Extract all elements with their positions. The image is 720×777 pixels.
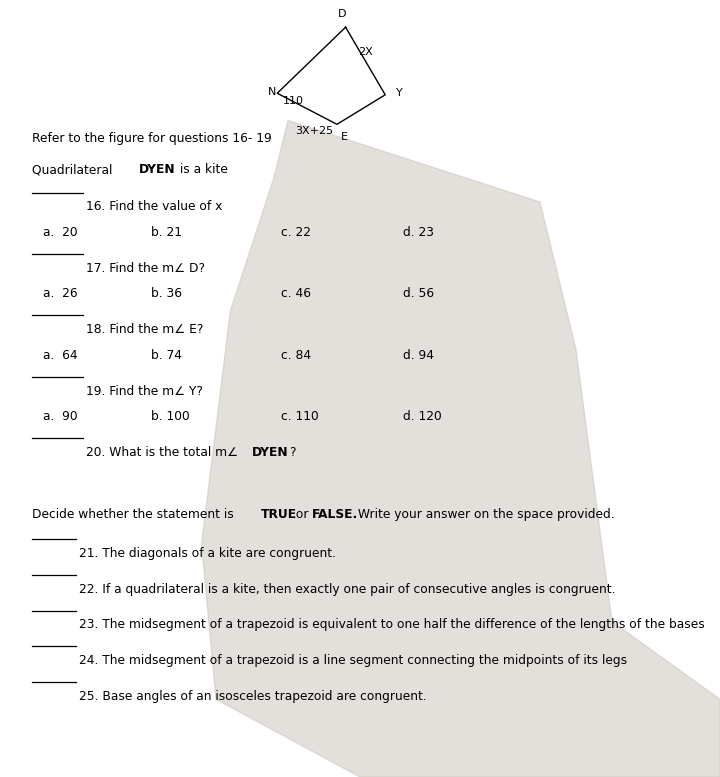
Text: a.  64: a. 64: [43, 349, 78, 362]
Text: 19. Find the m∠ Y?: 19. Find the m∠ Y?: [86, 385, 203, 398]
Text: E: E: [341, 132, 348, 142]
Text: 2X: 2X: [359, 47, 373, 57]
Text: d. 23: d. 23: [403, 226, 434, 239]
Text: a.  90: a. 90: [43, 410, 78, 423]
Text: 24. The midsegment of a trapezoid is a line segment connecting the midpoints of : 24. The midsegment of a trapezoid is a l…: [79, 654, 627, 667]
Text: TRUE: TRUE: [261, 508, 297, 521]
Text: b. 74: b. 74: [151, 349, 182, 362]
Text: c. 46: c. 46: [281, 287, 311, 301]
Text: 18. Find the m∠ E?: 18. Find the m∠ E?: [86, 323, 204, 336]
Text: d. 56: d. 56: [403, 287, 434, 301]
Text: D: D: [338, 9, 346, 19]
Text: a.  26: a. 26: [43, 287, 78, 301]
Text: N: N: [267, 87, 276, 96]
Text: 21. The diagonals of a kite are congruent.: 21. The diagonals of a kite are congruen…: [79, 547, 336, 560]
Text: 20. What is the total m∠: 20. What is the total m∠: [86, 446, 243, 459]
Text: FALSE.: FALSE.: [312, 508, 358, 521]
Text: b. 36: b. 36: [151, 287, 182, 301]
Text: ?: ?: [289, 446, 296, 459]
Text: is a kite: is a kite: [176, 163, 228, 176]
Text: 110: 110: [283, 96, 304, 106]
Text: 16. Find the value of x: 16. Find the value of x: [86, 200, 222, 214]
Text: or: or: [292, 508, 312, 521]
Text: Refer to the figure for questions 16- 19: Refer to the figure for questions 16- 19: [32, 132, 272, 145]
Polygon shape: [202, 120, 720, 777]
Text: 25. Base angles of an isosceles trapezoid are congruent.: 25. Base angles of an isosceles trapezoi…: [79, 690, 427, 703]
Text: 23. The midsegment of a trapezoid is equivalent to one half the difference of th: 23. The midsegment of a trapezoid is equ…: [79, 618, 705, 632]
Text: d. 120: d. 120: [403, 410, 442, 423]
Text: Write your answer on the space provided.: Write your answer on the space provided.: [354, 508, 614, 521]
Text: Y: Y: [396, 89, 402, 98]
Text: DYEN: DYEN: [252, 446, 289, 459]
Text: c. 84: c. 84: [281, 349, 311, 362]
Text: 22. If a quadrilateral is a kite, then exactly one pair of consecutive angles is: 22. If a quadrilateral is a kite, then e…: [79, 583, 616, 596]
Text: b. 21: b. 21: [151, 226, 182, 239]
Text: Decide whether the statement is: Decide whether the statement is: [32, 508, 238, 521]
Text: 17. Find the m∠ D?: 17. Find the m∠ D?: [86, 262, 205, 275]
Text: Quadrilateral: Quadrilateral: [32, 163, 120, 176]
Text: c. 22: c. 22: [281, 226, 311, 239]
Text: 3X+25: 3X+25: [295, 126, 333, 136]
Text: b. 100: b. 100: [151, 410, 190, 423]
Text: c. 110: c. 110: [281, 410, 318, 423]
Text: a.  20: a. 20: [43, 226, 78, 239]
Text: DYEN: DYEN: [139, 163, 176, 176]
Text: d. 94: d. 94: [403, 349, 434, 362]
